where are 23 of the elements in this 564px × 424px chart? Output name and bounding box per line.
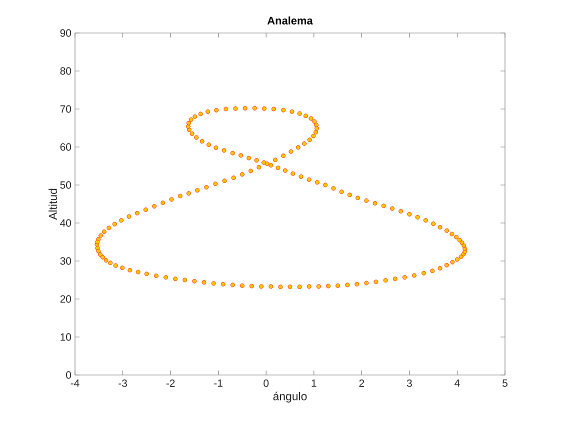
y-tick-label: 20	[60, 295, 72, 303]
y-tick-label: 70	[60, 105, 72, 113]
chart-title: Analema	[267, 16, 313, 24]
x-tick-label: -1	[214, 380, 222, 387]
x-tick-label: -2	[166, 380, 175, 387]
y-tick-label: 90	[60, 29, 72, 37]
x-tick-label: 5	[502, 380, 508, 387]
y-tick-label: 10	[60, 333, 72, 341]
x-tick-label: 2	[359, 380, 364, 387]
x-tick-label: 3	[406, 380, 412, 387]
y-tick-label: 40	[60, 219, 72, 227]
y-tick-label: 0	[66, 371, 72, 379]
x-axis-title: ángulo	[273, 392, 307, 403]
y-tick-label: 60	[60, 143, 72, 151]
x-tick-label: 4	[454, 380, 460, 387]
x-tick-label: -4	[70, 380, 80, 387]
x-tick-label: -3	[118, 380, 127, 387]
y-axis-title: Altitud	[48, 188, 57, 220]
x-tick-label: 1	[312, 380, 316, 387]
y-tick-label: 80	[60, 67, 72, 75]
y-tick-label: 30	[60, 257, 72, 265]
y-tick-label: 50	[60, 181, 72, 189]
x-tick-label: 0	[264, 380, 269, 387]
